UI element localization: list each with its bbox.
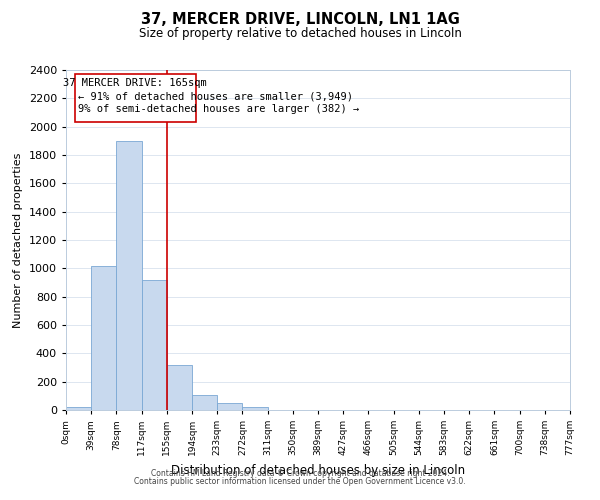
Y-axis label: Number of detached properties: Number of detached properties: [13, 152, 23, 328]
Text: 9% of semi-detached houses are larger (382) →: 9% of semi-detached houses are larger (3…: [78, 104, 359, 114]
Bar: [217, 403, 242, 410]
Bar: [91, 266, 116, 410]
X-axis label: Distribution of detached houses by size in Lincoln: Distribution of detached houses by size …: [171, 464, 465, 476]
Text: 37 MERCER DRIVE: 165sqm: 37 MERCER DRIVE: 165sqm: [64, 78, 207, 88]
Bar: [242, 407, 268, 410]
Text: 37, MERCER DRIVE, LINCOLN, LN1 1AG: 37, MERCER DRIVE, LINCOLN, LN1 1AG: [140, 12, 460, 28]
Text: Size of property relative to detached houses in Lincoln: Size of property relative to detached ho…: [139, 28, 461, 40]
Text: Contains public sector information licensed under the Open Government Licence v3: Contains public sector information licen…: [134, 477, 466, 486]
Bar: [66, 407, 91, 410]
FancyBboxPatch shape: [75, 74, 196, 122]
Text: ← 91% of detached houses are smaller (3,949): ← 91% of detached houses are smaller (3,…: [78, 91, 353, 101]
Bar: [167, 364, 192, 410]
Bar: [142, 280, 167, 410]
Bar: [192, 395, 217, 410]
Text: Contains HM Land Registry data © Crown copyright and database right 2024.: Contains HM Land Registry data © Crown c…: [151, 468, 449, 477]
Bar: [116, 141, 142, 410]
